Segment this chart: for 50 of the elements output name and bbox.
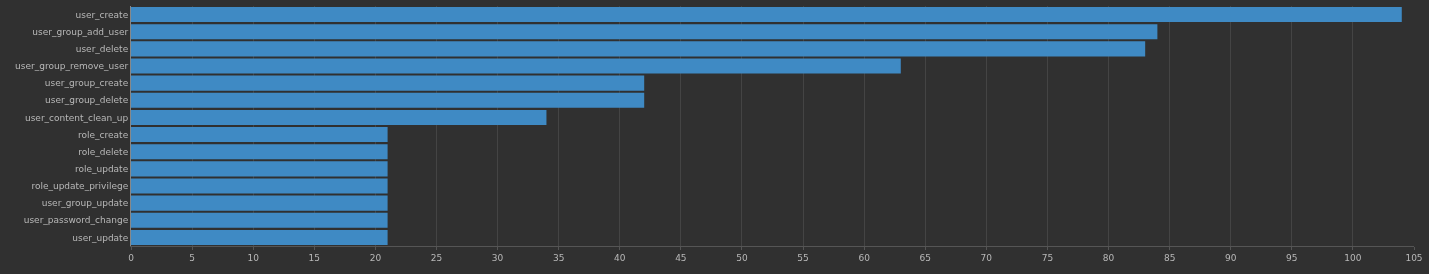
bar bbox=[131, 109, 547, 125]
x-tick-label: 35 bbox=[552, 252, 565, 263]
bar bbox=[131, 178, 388, 194]
bar bbox=[131, 7, 1402, 23]
x-tick-label: 30 bbox=[491, 252, 504, 263]
x-tick-label: 15 bbox=[308, 252, 321, 263]
x-tick-label: 80 bbox=[1102, 252, 1115, 263]
x-tick-label: 75 bbox=[1041, 252, 1054, 263]
x-tick-label: 10 bbox=[247, 252, 260, 263]
bar bbox=[131, 212, 388, 228]
x-tick-label: 105 bbox=[1405, 252, 1423, 263]
x-tick-label: 5 bbox=[189, 252, 195, 263]
x-tick-label: 90 bbox=[1224, 252, 1237, 263]
bar bbox=[131, 75, 645, 91]
x-tick-label: 45 bbox=[675, 252, 687, 263]
y-tick-label: user_group_update bbox=[41, 198, 129, 209]
x-tick-label: 85 bbox=[1163, 252, 1176, 263]
bar bbox=[131, 127, 388, 143]
y-tick-label: user_delete bbox=[75, 44, 129, 55]
x-tick-label: 40 bbox=[614, 252, 626, 263]
y-tick-label: role_create bbox=[78, 129, 129, 140]
x-tick-label: 55 bbox=[797, 252, 809, 263]
bar bbox=[131, 229, 388, 245]
y-tick-label: user_create bbox=[75, 9, 129, 20]
y-tick-label: user_group_create bbox=[44, 78, 129, 89]
bar bbox=[131, 195, 388, 211]
x-tick-label: 70 bbox=[980, 252, 993, 263]
bar bbox=[131, 41, 1146, 57]
bar bbox=[131, 161, 388, 177]
y-tick-label: user_group_remove_user bbox=[15, 61, 129, 72]
x-tick-label: 100 bbox=[1344, 252, 1362, 263]
x-tick-label: 65 bbox=[919, 252, 931, 263]
bar bbox=[131, 144, 388, 160]
y-tick-label: user_group_add_user bbox=[32, 26, 129, 37]
x-tick-label: 50 bbox=[736, 252, 748, 263]
y-tick-label: user_password_change bbox=[23, 215, 129, 226]
y-tick-label: role_update_privilege bbox=[31, 181, 129, 192]
y-tick-label: user_update bbox=[72, 232, 129, 243]
y-tick-label: role_delete bbox=[78, 146, 129, 157]
x-tick-label: 25 bbox=[430, 252, 443, 263]
y-tick-label: user_content_clean_up bbox=[24, 112, 129, 123]
bar bbox=[131, 92, 645, 108]
bar bbox=[131, 58, 901, 74]
x-tick-label: 60 bbox=[858, 252, 871, 263]
y-tick-label: user_group_delete bbox=[45, 95, 129, 106]
bar bbox=[131, 24, 1158, 40]
x-tick-label: 95 bbox=[1286, 252, 1298, 263]
y-tick-label: role_update bbox=[74, 164, 129, 175]
x-tick-label: 20 bbox=[369, 252, 382, 263]
x-tick-label: 0 bbox=[128, 252, 135, 263]
